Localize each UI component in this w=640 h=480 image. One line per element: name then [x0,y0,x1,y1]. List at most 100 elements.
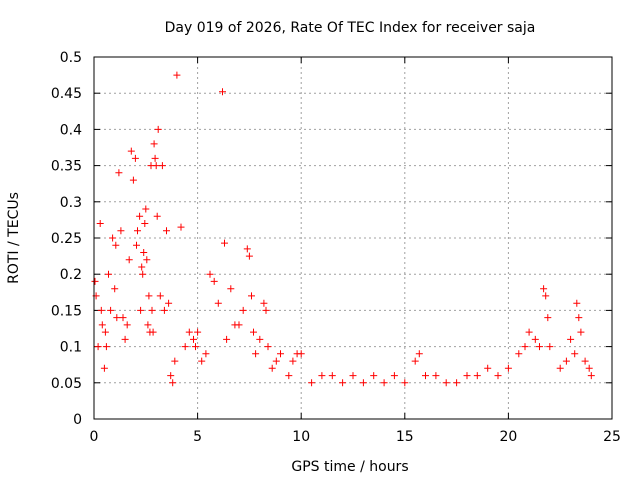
data-point [154,125,162,133]
x-tick-label: 0 [90,429,99,445]
data-point [297,350,305,358]
data-point [206,270,214,278]
data-point [91,277,99,285]
data-point [494,372,502,380]
x-tick-label: 15 [396,429,414,445]
data-point [227,285,235,293]
data-point [138,263,146,271]
y-tick-label: 0 [73,412,82,428]
data-point [123,321,131,329]
data-point [109,234,117,242]
data-point [185,328,193,336]
data-point [101,328,109,336]
data-point [250,328,257,336]
data-point [453,379,461,387]
data-point [473,372,481,380]
data-point [328,372,336,380]
data-point [573,299,581,307]
data-point [152,162,160,170]
data-point [163,227,170,235]
data-point [127,147,135,155]
data-point [575,314,583,322]
data-point [223,335,231,343]
data-point [264,343,272,351]
y-tick-label: 0.15 [51,303,82,319]
y-tick-label: 0.45 [51,86,82,102]
data-point [115,169,123,177]
data-point [98,321,106,329]
y-tick-label: 0.4 [60,122,82,138]
data-point [100,364,108,372]
data-point [370,372,378,380]
data-point [214,299,222,307]
data-point [142,205,150,213]
data-point [181,343,189,351]
data-point [125,256,133,264]
data-point [515,350,523,358]
data-point [194,328,202,336]
data-point [219,88,226,96]
data-point [112,241,120,249]
data-point [415,350,423,358]
data-point [432,372,440,380]
data-point [145,292,153,300]
data-point [256,335,264,343]
x-tick-label: 20 [499,429,517,445]
data-point [105,270,112,278]
data-point [401,379,409,387]
data-point [160,306,168,314]
y-axis-label: ROTI / TECUs [6,192,22,284]
data-points [91,71,595,387]
data-point [94,343,102,351]
data-point [137,306,145,314]
data-point [463,372,471,380]
data-point [151,154,159,162]
data-point [192,343,199,351]
data-point [148,306,156,314]
data-point [567,335,575,343]
data-point [542,292,550,300]
y-tick-label: 0.05 [51,376,82,392]
data-point [139,270,147,278]
data-point [581,357,589,365]
data-point [536,343,543,351]
data-point [133,241,140,249]
data-point [525,328,533,336]
data-point [140,249,148,256]
data-point [235,321,243,329]
data-point [544,314,552,322]
x-tick-label: 5 [193,429,202,445]
data-point [577,328,585,336]
data-point [390,372,398,380]
y-tick-label: 0.5 [60,50,82,66]
data-point [141,220,149,227]
data-point [245,252,253,260]
data-point [571,350,579,358]
data-point [171,357,179,365]
data-point [587,372,595,380]
data-point [143,256,151,264]
data-point [121,335,129,343]
data-point [134,227,141,235]
data-point [272,357,280,365]
data-point [308,379,316,387]
data-point [210,277,218,285]
data-point [260,299,268,307]
data-point [239,306,247,314]
y-tick-label: 0.3 [60,195,82,211]
data-point [129,176,137,184]
data-point [177,223,185,231]
plot-frame [93,56,613,420]
data-point [190,335,197,343]
y-tick-label: 0.1 [60,340,82,356]
data-point [119,314,127,322]
data-point [556,364,564,372]
data-point [243,245,251,253]
data-point [521,343,529,351]
x-axis-label: GPS time / hours [291,459,408,475]
data-point [289,357,297,365]
data-point [131,154,139,162]
x-tick-labels: 0 5 10 15 20 25 [90,429,621,445]
data-point [442,379,450,387]
data-point [531,335,539,343]
